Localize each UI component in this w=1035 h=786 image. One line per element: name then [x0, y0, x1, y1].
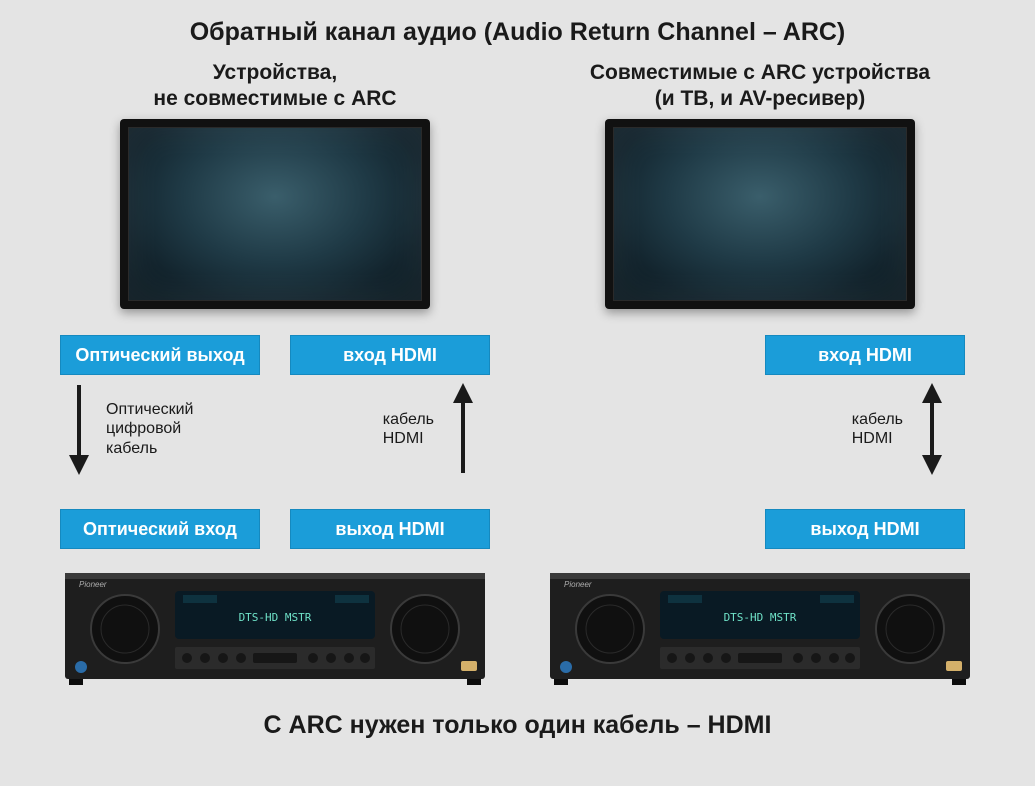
hdmi-in-box-right: вход HDMI: [765, 335, 965, 375]
tv-device-right: [605, 119, 915, 309]
av-receiver-right: DTS-HD MSTR Pioneer: [550, 567, 970, 685]
hdmi-cable-label-left: кабель HDMI: [383, 410, 434, 448]
hdmi-cable-label-right: кабель HDMI: [852, 410, 903, 448]
receiver-inputs-row-left: Оптический вход выход HDMI: [60, 509, 490, 549]
hdmi-out-box-right: выход HDMI: [765, 509, 965, 549]
hdmi-in-box: вход HDMI: [290, 335, 490, 375]
hdmi-out-box-left: выход HDMI: [290, 509, 490, 549]
receiver-brand: Pioneer: [79, 580, 107, 589]
diagram-columns: Устройства, не совместимые с ARC Оптичес…: [0, 47, 1035, 685]
optical-arrow-block: Оптический цифровой кабель: [60, 381, 260, 477]
column-non-arc: Устройства, не совместимые с ARC Оптичес…: [60, 57, 490, 685]
tv-device-left: [120, 119, 430, 309]
receiver-inputs-row-right: выход HDMI: [545, 509, 975, 549]
subtitle-arc: Совместимые с ARC устройства (и ТВ, и AV…: [590, 57, 930, 115]
footer-text: С ARC нужен только один кабель – HDMI: [0, 711, 1035, 740]
tv-outputs-row-left: Оптический выход вход HDMI: [60, 335, 490, 375]
hdmi-arrow-block-left: кабель HDMI: [290, 381, 490, 477]
receiver-display-text: DTS-HD MSTR: [239, 611, 312, 624]
receiver-display-text: DTS-HD MSTR: [724, 611, 797, 624]
optical-in-box: Оптический вход: [60, 509, 260, 549]
arrow-down-icon: [66, 383, 92, 475]
tv-screen: [613, 127, 907, 301]
hdmi-arrow-block-right: кабель HDMI: [765, 381, 965, 477]
arrows-row-right: кабель HDMI: [545, 381, 975, 477]
arrow-bidirectional-icon: [919, 383, 945, 475]
subtitle-non-arc: Устройства, не совместимые с ARC: [153, 57, 396, 115]
optical-out-box: Оптический выход: [60, 335, 260, 375]
tv-outputs-row-right: вход HDMI: [545, 335, 975, 375]
optical-cable-label: Оптический цифровой кабель: [106, 400, 193, 458]
receiver-brand: Pioneer: [564, 580, 592, 589]
column-arc: Совместимые с ARC устройства (и ТВ, и AV…: [545, 57, 975, 685]
av-receiver-left: DTS-HD MSTR Pioneer: [65, 567, 485, 685]
page-title: Обратный канал аудио (Audio Return Chann…: [0, 0, 1035, 47]
arrows-row-left: Оптический цифровой кабель кабель HDMI: [60, 381, 490, 477]
arrow-up-icon: [450, 383, 476, 475]
tv-screen: [128, 127, 422, 301]
